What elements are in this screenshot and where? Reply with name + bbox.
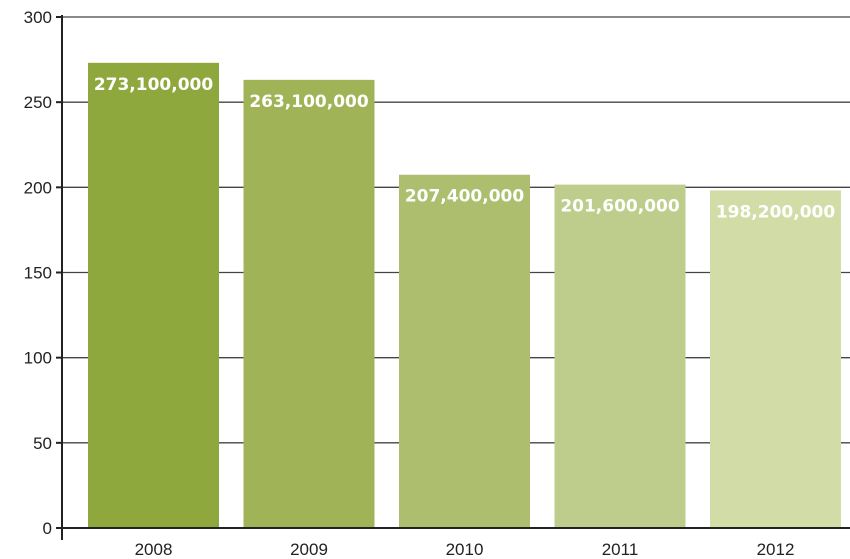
bar-2011 <box>554 184 686 528</box>
data-label: 273,100,000 <box>94 75 214 95</box>
y-tick-label: 50 <box>33 434 52 453</box>
y-tick-label: 200 <box>24 178 52 197</box>
x-axis-labels: 2008 2009 2010 2011 2012 <box>135 540 795 559</box>
bar-2010 <box>399 174 530 528</box>
bar-2009 <box>243 79 375 528</box>
data-label: 198,200,000 <box>716 202 836 222</box>
bars <box>88 62 841 528</box>
data-label: 201,600,000 <box>560 197 680 217</box>
y-axis-ticks: 0 50 100 150 200 250 300 <box>24 8 62 538</box>
y-tick-label: 150 <box>24 264 52 283</box>
y-tick-label: 250 <box>24 93 52 112</box>
bar-2008 <box>88 62 219 528</box>
data-label: 263,100,000 <box>249 92 369 112</box>
y-tick-label: 300 <box>24 8 52 27</box>
x-tick-label: 2008 <box>135 540 173 559</box>
y-tick-label: 0 <box>43 519 52 538</box>
x-tick-label: 2009 <box>290 540 328 559</box>
data-labels: 273,100,000 263,100,000 207,400,000 201,600… <box>94 75 836 223</box>
x-tick-label: 2011 <box>602 540 639 559</box>
data-label: 207,400,000 <box>405 187 525 207</box>
y-tick-label: 100 <box>24 349 52 368</box>
bar-2012 <box>710 190 841 528</box>
x-tick-label: 2012 <box>757 540 795 559</box>
x-tick-label: 2010 <box>446 540 484 559</box>
